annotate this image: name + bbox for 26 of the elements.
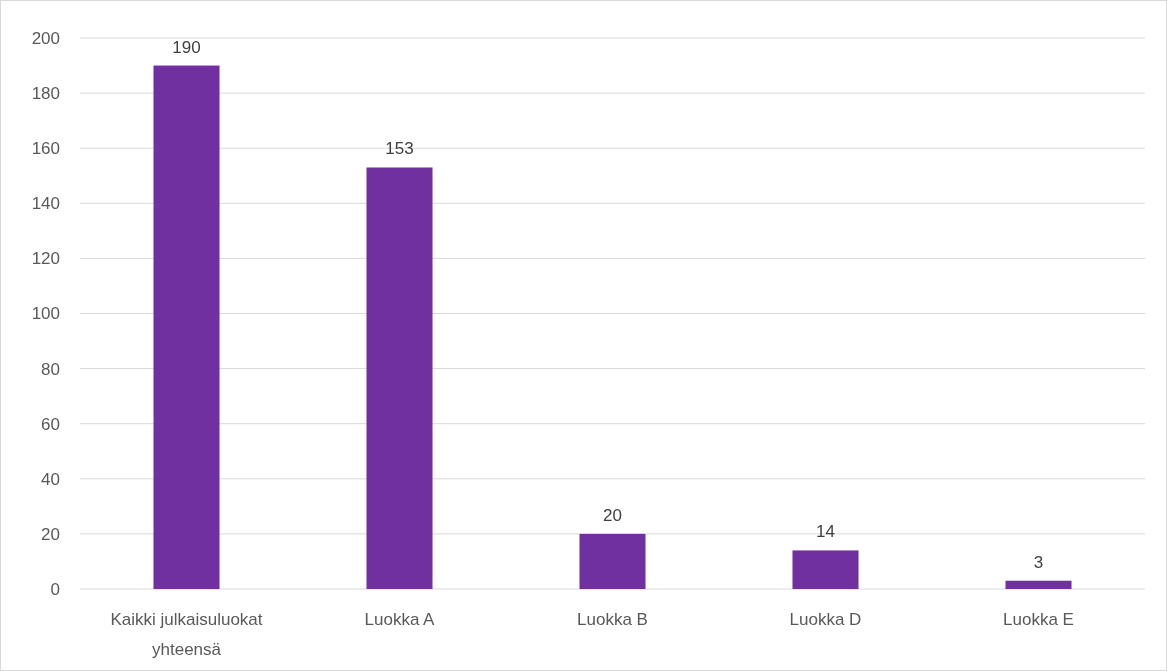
y-tick-label: 20 (41, 524, 60, 544)
data-label: 190 (172, 37, 201, 57)
y-tick-label: 0 (50, 579, 60, 599)
y-tick-label: 200 (31, 28, 60, 48)
bar (153, 65, 220, 589)
bar (579, 533, 646, 589)
y-tick-label: 180 (31, 84, 60, 104)
bar (792, 550, 859, 589)
x-tick-label: Luokka A (364, 610, 436, 629)
y-tick-label: 120 (31, 249, 60, 269)
y-tick-label: 60 (41, 414, 60, 434)
y-tick-label: 80 (41, 359, 60, 379)
data-label: 20 (603, 505, 622, 525)
data-label: 153 (385, 139, 414, 159)
x-tick-label: Kaikki julkaisuluokat yhteensä (110, 610, 263, 659)
y-tick-label: 160 (31, 139, 60, 159)
x-tick-label: Luokka D (789, 610, 862, 629)
bar (1005, 580, 1072, 589)
y-tick-label: 140 (31, 194, 60, 214)
data-label: 14 (816, 522, 835, 542)
y-tick-label: 100 (31, 304, 60, 324)
x-tick-label: Luokka B (577, 610, 648, 629)
bar (366, 167, 433, 589)
x-tick-label: Luokka E (1003, 610, 1074, 629)
y-tick-label: 40 (41, 469, 60, 489)
data-label: 3 (1033, 552, 1044, 572)
